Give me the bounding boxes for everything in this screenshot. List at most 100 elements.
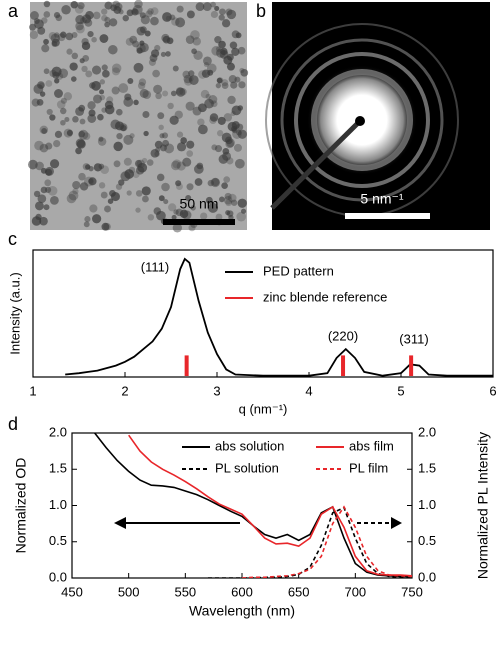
x-tick-label: 550 [174,584,196,599]
nanocrystal [60,119,66,126]
nanocrystal [89,204,98,213]
panel-label: c [8,229,17,249]
nanocrystal [76,24,85,34]
nanocrystal [207,179,214,187]
nanocrystal [205,196,213,204]
nanocrystal [135,207,141,213]
nanocrystal [215,46,222,52]
nanocrystal [104,21,110,28]
nanocrystal [116,132,123,140]
nanocrystal [234,76,241,83]
nanocrystal [216,77,223,84]
nanocrystal [107,198,114,204]
nanocrystal [33,190,41,198]
nanocrystal [190,205,196,211]
x-tick-label: 5 [397,383,404,398]
nanocrystal [123,96,134,107]
nanocrystal [44,186,52,193]
nanocrystal [185,195,192,202]
nanocrystal [109,18,118,27]
nanocrystal [72,188,79,195]
nanocrystal [184,77,193,86]
nanocrystal [231,199,238,206]
nanocrystal [101,14,108,22]
nanocrystal [85,10,94,20]
nanocrystal [160,51,166,57]
nanocrystal [223,195,233,205]
nanocrystal [65,32,74,41]
nanocrystal [214,5,220,11]
y-axis-label: Normalized OD [13,458,29,554]
scale-bar [345,213,430,219]
nanocrystal [218,14,225,21]
nanocrystal [69,62,78,71]
nanocrystal [43,68,50,75]
nanocrystal [99,34,109,43]
nanocrystal [100,191,108,199]
nanocrystal [175,183,183,190]
nanocrystal [92,11,101,20]
nanocrystal [54,32,60,38]
scale-bar-label: 5 nm⁻¹ [360,191,404,207]
x-tick-label: 4 [305,383,312,398]
nanocrystal [182,157,192,167]
nanocrystal [186,150,194,157]
nanocrystal [134,0,143,9]
nanocrystal [141,186,151,196]
nanocrystal [55,72,64,80]
nanocrystal [60,97,67,104]
nanocrystal [170,90,177,97]
nanocrystal [172,65,179,72]
nanocrystal [132,40,140,48]
peak-label: (220) [328,328,358,343]
nanocrystal [49,159,60,169]
nanocrystal [43,0,51,8]
nanocrystal [166,37,174,45]
nanocrystal [79,58,85,64]
x-tick-label: 3 [213,383,220,398]
x-axis-label: Wavelength (nm) [189,603,295,619]
nanocrystal [227,121,238,132]
nanocrystal [159,133,165,139]
nanocrystal [81,65,88,73]
legend-label: abs solution [215,438,284,453]
nanocrystal [100,165,109,175]
nanocrystal [52,71,60,79]
nanocrystal [51,41,58,47]
nanocrystal [142,110,150,119]
beam-stop [270,119,362,210]
nanocrystal [36,99,44,106]
nanocrystal [159,144,167,152]
plot-frame [32,249,494,378]
nanocrystal [75,106,85,116]
nanocrystal [172,159,182,169]
nanocrystal [188,224,196,232]
nanocrystal [112,0,120,9]
arrow-head [114,517,126,529]
data-line [208,506,412,578]
nanocrystal [227,53,234,61]
nanocrystal [132,4,143,15]
x-tick-label: 2 [121,383,128,398]
nanocrystal [217,116,226,125]
nanocrystal [192,106,202,116]
nanocrystal [29,23,37,31]
nanocrystal [125,37,134,46]
nanocrystal [156,173,165,182]
nanocrystal [150,7,159,16]
nanocrystal [226,62,235,71]
nanocrystal [161,132,169,139]
nanocrystal [54,78,60,84]
nanocrystal [116,108,123,116]
nanocrystal [87,114,97,123]
nanocrystal [129,133,135,139]
nanocrystal [71,32,78,38]
nanocrystal [139,12,146,19]
nanocrystal [87,31,94,38]
nanocrystal [104,100,114,110]
nanocrystal [196,162,204,170]
nanocrystal [40,167,47,174]
y-axis-label: Intensity (a.u.) [7,272,22,354]
nanocrystal [66,48,73,55]
nanocrystal [91,36,97,43]
